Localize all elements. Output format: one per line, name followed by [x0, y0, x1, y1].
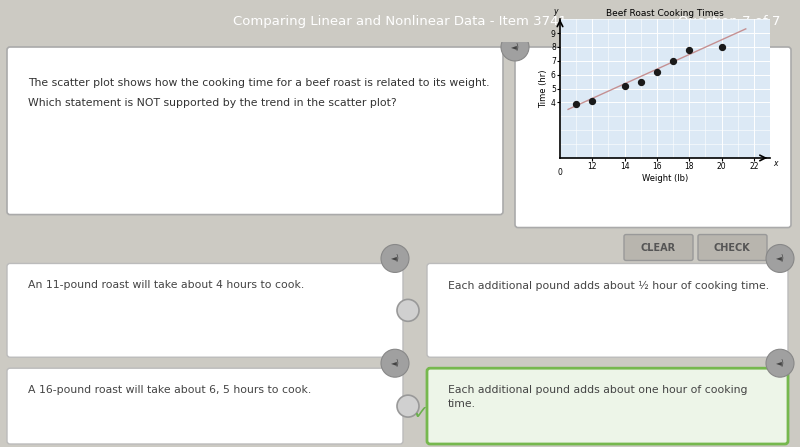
- Text: An 11-pound roast will take about 4 hours to cook.: An 11-pound roast will take about 4 hour…: [28, 280, 304, 291]
- FancyBboxPatch shape: [427, 368, 788, 444]
- Text: y: y: [553, 8, 558, 17]
- Point: [666, 57, 679, 64]
- Point: [570, 100, 582, 107]
- Text: ◄): ◄): [390, 358, 399, 368]
- Text: Comparing Linear and Nonlinear Data - Item 3741: Comparing Linear and Nonlinear Data - It…: [233, 14, 567, 28]
- Text: ◄): ◄): [510, 42, 519, 51]
- Circle shape: [766, 349, 794, 377]
- Circle shape: [501, 33, 529, 61]
- Point: [634, 78, 647, 85]
- Text: CHECK: CHECK: [714, 243, 750, 253]
- Point: [650, 68, 663, 76]
- Point: [683, 46, 696, 53]
- Point: [586, 97, 598, 105]
- Circle shape: [381, 349, 409, 377]
- FancyBboxPatch shape: [624, 235, 693, 261]
- Point: [715, 43, 728, 51]
- Text: ✓: ✓: [412, 404, 428, 422]
- Text: ◄): ◄): [775, 254, 785, 263]
- Text: Each additional pound adds about one hour of cooking
time.: Each additional pound adds about one hou…: [448, 385, 747, 409]
- FancyBboxPatch shape: [7, 368, 403, 444]
- Text: x: x: [774, 159, 778, 168]
- Text: A 16-pound roast will take about 6, 5 hours to cook.: A 16-pound roast will take about 6, 5 ho…: [28, 385, 311, 395]
- FancyBboxPatch shape: [698, 235, 767, 261]
- Circle shape: [397, 395, 419, 417]
- Circle shape: [766, 245, 794, 272]
- Text: Which statement is NOT supported by the trend in the scatter plot?: Which statement is NOT supported by the …: [28, 98, 397, 108]
- Text: 0: 0: [558, 168, 562, 177]
- Circle shape: [381, 245, 409, 272]
- X-axis label: Weight (lb): Weight (lb): [642, 174, 688, 183]
- Text: CLEAR: CLEAR: [641, 243, 675, 253]
- Circle shape: [397, 299, 419, 321]
- FancyBboxPatch shape: [427, 263, 788, 357]
- Y-axis label: Time (hr): Time (hr): [539, 69, 548, 108]
- FancyBboxPatch shape: [7, 47, 503, 215]
- Text: ◄): ◄): [775, 358, 785, 368]
- Point: [618, 82, 631, 89]
- Text: Each additional pound adds about ½ hour of cooking time.: Each additional pound adds about ½ hour …: [448, 280, 769, 291]
- Title: Beef Roast Cooking Times: Beef Roast Cooking Times: [606, 9, 724, 18]
- Text: Question 7 of 7: Question 7 of 7: [678, 14, 780, 28]
- Text: ◄): ◄): [390, 254, 399, 263]
- Text: The scatter plot shows how the cooking time for a beef roast is related to its w: The scatter plot shows how the cooking t…: [28, 78, 490, 88]
- FancyBboxPatch shape: [7, 263, 403, 357]
- FancyBboxPatch shape: [515, 47, 791, 228]
